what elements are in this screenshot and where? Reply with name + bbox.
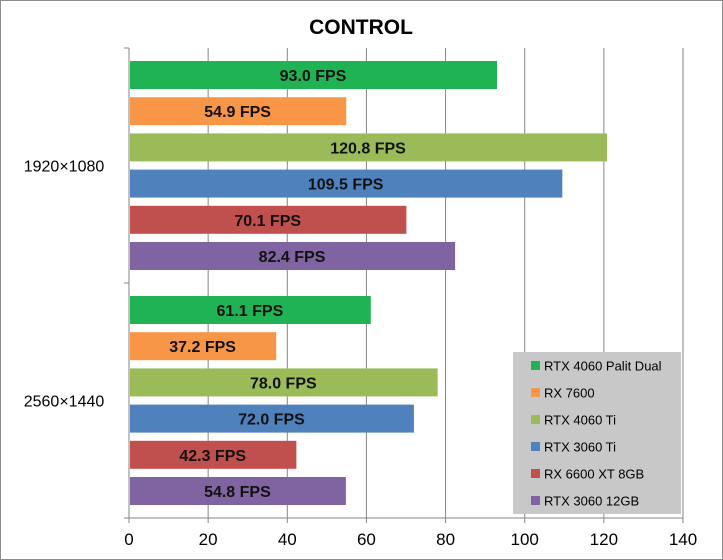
- bar-value-label: 37.2 FPS: [169, 339, 236, 356]
- bar: [130, 404, 414, 433]
- legend-label: RTX 4060 Ti: [544, 413, 616, 428]
- category-label: 1920×1080: [24, 159, 105, 176]
- legend-label: RTX 3060 12GB: [544, 494, 639, 509]
- bar: [130, 169, 563, 198]
- x-tick-label: 140: [669, 530, 697, 549]
- bar-value-label: 109.5 FPS: [308, 177, 384, 194]
- legend-label: RTX 4060 Palit Dual: [544, 359, 662, 374]
- x-tick-label: 0: [124, 530, 133, 549]
- bar-value-label: 82.4 FPS: [259, 249, 326, 266]
- x-tick-label: 20: [199, 530, 218, 549]
- bar: [130, 242, 456, 270]
- legend-swatch: [531, 388, 540, 397]
- category-label: 2560×1440: [24, 394, 105, 411]
- bar-value-label: 61.1 FPS: [217, 303, 284, 320]
- legend-box: [513, 352, 681, 514]
- bar: [130, 205, 407, 234]
- bar: [130, 296, 371, 324]
- bar-value-label: 78.0 FPS: [250, 375, 317, 392]
- bar-value-label: 70.1 FPS: [234, 213, 301, 230]
- bar-value-label: 120.8 FPS: [330, 140, 406, 157]
- x-tick-label: 60: [357, 530, 376, 549]
- legend-label: RTX 3060 Ti: [544, 440, 616, 455]
- bar-value-label: 54.9 FPS: [204, 104, 271, 121]
- x-tick-label: 80: [436, 530, 455, 549]
- legend-swatch: [531, 496, 540, 505]
- bar: [130, 97, 347, 126]
- bars: 93.0 FPS 54.9 FPS 120.8 FPS 109.5 FPS 70.1 F…: [130, 61, 608, 505]
- x-tick-label: 120: [590, 530, 618, 549]
- legend-swatch: [531, 415, 540, 424]
- chart-title: CONTROL: [309, 16, 413, 39]
- bar: [130, 61, 498, 89]
- bar: [130, 440, 297, 469]
- legend-label: RX 6600 XT 8GB: [544, 467, 644, 482]
- bar-value-label: 93.0 FPS: [280, 68, 347, 85]
- axes: 0 20 40 60 80 100 120 140 1920×1080 2560×1440: [24, 47, 697, 549]
- x-tick-label: 100: [511, 530, 539, 549]
- bar: [130, 332, 277, 361]
- legend-swatch: [531, 361, 540, 370]
- bar: [130, 133, 608, 162]
- legend-label: RX 7600: [544, 386, 595, 401]
- bar: [130, 477, 346, 505]
- legend-swatch: [531, 442, 540, 451]
- legend-swatch: [531, 469, 540, 478]
- bar-value-label: 42.3 FPS: [179, 448, 246, 465]
- bar-value-label: 72.0 FPS: [238, 412, 305, 429]
- bar-value-label: 54.8 FPS: [204, 484, 271, 501]
- bar: [130, 368, 438, 397]
- x-tick-label: 40: [278, 530, 297, 549]
- legend: RTX 4060 Palit Dual RX 7600 RTX 4060 Ti RTX…: [513, 352, 681, 514]
